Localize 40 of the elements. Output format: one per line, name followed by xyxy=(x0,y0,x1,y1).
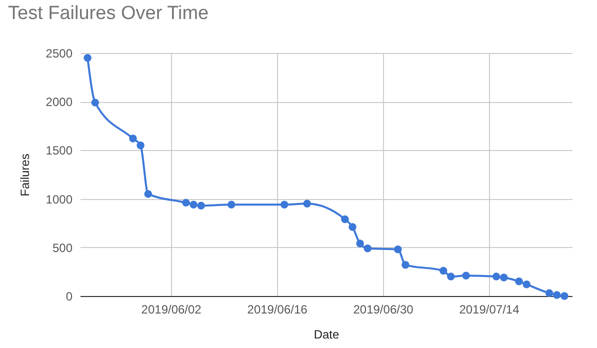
point xyxy=(84,54,92,62)
point xyxy=(91,98,100,106)
y-axis-title: Failures xyxy=(18,154,32,196)
point xyxy=(439,266,448,275)
point xyxy=(560,292,568,300)
point xyxy=(280,200,288,208)
x-axis-title: Date xyxy=(314,328,340,342)
y-tick-label: 2000 xyxy=(46,95,73,110)
point xyxy=(136,141,144,150)
point xyxy=(341,215,349,224)
point xyxy=(228,200,236,208)
point xyxy=(522,280,530,288)
y-tick-label: 500 xyxy=(52,240,73,255)
point xyxy=(394,245,402,254)
y-tick-label: 1500 xyxy=(46,144,73,158)
point xyxy=(129,134,137,142)
point xyxy=(500,274,508,282)
point xyxy=(364,244,372,252)
y-tick-label: 0 xyxy=(66,290,73,304)
point xyxy=(552,291,561,299)
point xyxy=(447,272,455,280)
point xyxy=(348,223,356,231)
x-tick-label: 2019/06/02 xyxy=(141,302,202,316)
point xyxy=(492,272,500,280)
point xyxy=(144,190,152,198)
point xyxy=(402,261,410,269)
y-tick-label: 2500 xyxy=(46,46,73,60)
point xyxy=(356,240,364,248)
x-tick-label: 2019/06/30 xyxy=(353,302,414,316)
chart-title: Test Failures Over Time xyxy=(8,3,209,24)
point xyxy=(190,200,198,208)
point xyxy=(303,200,311,208)
y-tick-label: 1000 xyxy=(46,192,73,206)
point xyxy=(462,272,470,280)
point xyxy=(515,278,523,286)
point xyxy=(197,202,205,210)
x-tick-label: 2019/07/14 xyxy=(459,302,520,316)
point xyxy=(545,289,554,297)
x-tick-label: 2019/06/16 xyxy=(247,302,308,316)
point xyxy=(182,198,190,207)
